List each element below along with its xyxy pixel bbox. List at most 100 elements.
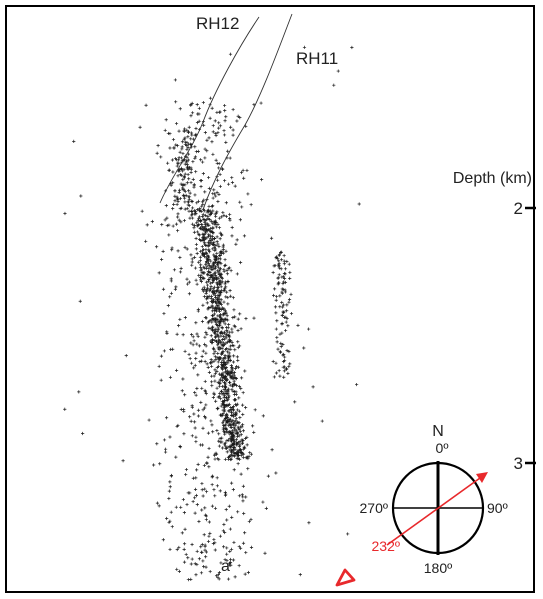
seismic-event-marker bbox=[175, 164, 179, 168]
seismic-event-marker bbox=[242, 511, 246, 516]
seismic-event-marker bbox=[207, 520, 211, 524]
seismic-event-marker bbox=[190, 263, 194, 267]
seismic-event-marker bbox=[241, 403, 245, 407]
seismic-event-marker bbox=[183, 527, 187, 531]
seismic-event-marker bbox=[275, 319, 279, 323]
seismic-event-marker bbox=[218, 124, 223, 128]
seismic-event-marker bbox=[230, 439, 234, 443]
seismic-event-marker bbox=[271, 270, 275, 275]
seismic-event-marker bbox=[205, 362, 209, 366]
seismic-event-marker bbox=[208, 270, 212, 274]
seismic-event-marker bbox=[174, 505, 178, 509]
seismic-event-marker bbox=[217, 216, 222, 220]
seismic-event-marker bbox=[163, 218, 167, 222]
seismic-event-marker bbox=[237, 545, 241, 549]
compass-north-label: N bbox=[432, 423, 444, 440]
seismic-event-marker bbox=[210, 339, 215, 343]
panel-label: a bbox=[221, 558, 230, 575]
seismic-event-marker bbox=[174, 121, 179, 126]
seismic-event-marker bbox=[213, 548, 217, 552]
seismic-event-marker bbox=[181, 333, 185, 337]
seismic-event-marker bbox=[226, 326, 230, 330]
seismic-event-marker bbox=[208, 569, 212, 574]
seismic-event-marker bbox=[190, 111, 195, 115]
seismic-event-marker bbox=[217, 571, 222, 575]
seismic-event-marker bbox=[177, 218, 181, 222]
seismic-event-marker bbox=[211, 430, 215, 434]
seismic-event-marker bbox=[194, 150, 198, 154]
seismic-event-marker bbox=[176, 215, 180, 219]
seismic-event-marker bbox=[204, 280, 209, 284]
seismic-event-marker bbox=[206, 244, 211, 248]
seismic-event-marker bbox=[206, 234, 210, 239]
seismic-event-marker bbox=[169, 291, 174, 295]
seismic-event-marker bbox=[241, 168, 245, 172]
seismic-event-marker bbox=[282, 271, 287, 276]
seismic-event-marker bbox=[205, 289, 209, 293]
seismic-event-marker bbox=[173, 157, 178, 161]
compass-label-232: 232º bbox=[372, 538, 400, 554]
seismic-event-marker bbox=[283, 280, 288, 285]
seismic-event-marker bbox=[311, 385, 315, 389]
seismic-event-marker bbox=[210, 313, 214, 318]
seismic-event-marker bbox=[191, 160, 195, 164]
seismic-event-marker bbox=[241, 429, 245, 433]
seismic-event-marker bbox=[244, 316, 248, 321]
seismic-event-marker bbox=[220, 306, 225, 310]
seismic-event-marker bbox=[235, 272, 239, 276]
seismic-event-marker bbox=[245, 168, 249, 173]
seismic-event-marker bbox=[214, 214, 218, 219]
seismic-event-marker bbox=[221, 426, 226, 430]
seismic-event-marker bbox=[357, 202, 361, 206]
seismic-event-marker bbox=[233, 348, 237, 352]
seismic-event-marker bbox=[199, 359, 204, 363]
seismic-event-marker bbox=[211, 395, 215, 400]
seismic-event-marker bbox=[206, 279, 210, 283]
seismic-event-marker bbox=[211, 231, 215, 235]
seismic-event-marker bbox=[190, 206, 195, 210]
seismic-event-marker bbox=[185, 277, 189, 281]
seismic-event-marker bbox=[229, 434, 233, 438]
seismic-event-marker bbox=[196, 414, 201, 418]
seismic-event-marker bbox=[226, 416, 230, 420]
seismic-event-marker bbox=[218, 436, 222, 441]
seismic-event-marker bbox=[171, 170, 175, 174]
seismic-event-marker bbox=[184, 467, 189, 472]
seismic-event-marker bbox=[187, 209, 191, 213]
seismic-event-marker bbox=[198, 227, 202, 231]
seismic-event-marker bbox=[162, 438, 167, 442]
seismic-event-marker bbox=[188, 142, 192, 146]
seismic-event-marker bbox=[203, 222, 208, 226]
seismic-event-marker bbox=[200, 443, 205, 447]
seismic-event-marker bbox=[217, 244, 221, 249]
seismic-event-marker bbox=[145, 223, 149, 227]
seismic-event-marker bbox=[201, 303, 205, 307]
seismic-event-marker bbox=[189, 562, 193, 566]
seismic-event-marker bbox=[209, 294, 214, 298]
seismic-event-marker bbox=[211, 318, 215, 322]
compass-rose: N 0º 90º 180º 270º 232º bbox=[360, 423, 508, 576]
seismic-event-marker bbox=[223, 490, 227, 494]
seismic-event-marker bbox=[167, 233, 171, 237]
seismic-event-marker bbox=[206, 214, 210, 218]
seismic-event-marker bbox=[283, 365, 287, 369]
seismic-event-marker bbox=[216, 573, 221, 577]
seismic-event-marker bbox=[228, 212, 232, 217]
seismic-event-marker bbox=[192, 339, 196, 343]
seismic-event-marker bbox=[200, 542, 204, 547]
seismic-event-marker bbox=[223, 322, 227, 326]
seismic-event-marker bbox=[185, 206, 189, 211]
seismic-event-marker bbox=[222, 388, 226, 392]
seismic-event-marker bbox=[167, 489, 171, 493]
seismic-event-marker bbox=[216, 265, 220, 269]
seismic-event-marker bbox=[205, 283, 210, 287]
seismic-event-marker bbox=[277, 369, 281, 373]
seismic-event-marker bbox=[176, 200, 180, 204]
seismic-event-marker bbox=[280, 313, 284, 317]
seismic-event-marker bbox=[283, 290, 287, 294]
seismic-event-marker bbox=[239, 447, 243, 451]
seismic-event-marker bbox=[215, 190, 219, 194]
seismic-event-marker bbox=[213, 452, 217, 456]
seismic-event-marker bbox=[178, 444, 182, 448]
seismic-event-marker bbox=[186, 203, 190, 207]
